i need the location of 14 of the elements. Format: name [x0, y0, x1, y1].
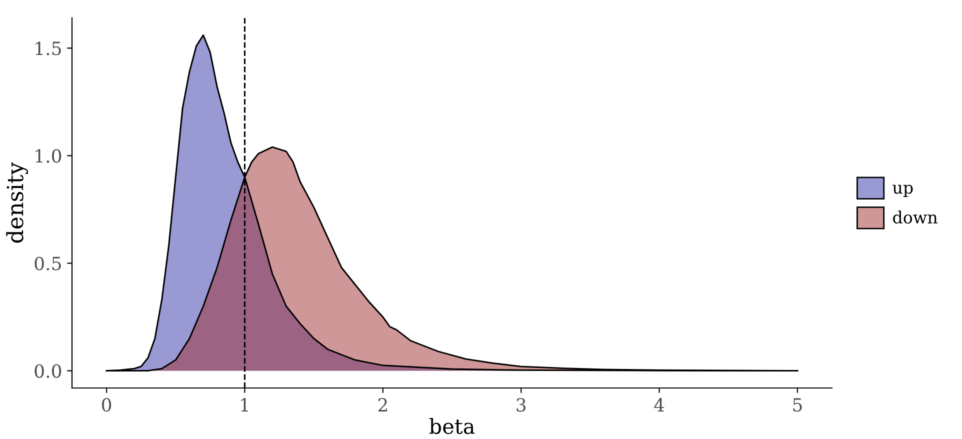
x-tick-label: 5: [793, 398, 802, 412]
legend-label: up: [892, 184, 913, 198]
x-tick-label: 1: [241, 398, 248, 412]
x-tick-label: 2: [378, 398, 387, 412]
x-axis-title: beta: [429, 418, 475, 434]
y-tick-label: 1.5: [36, 42, 61, 56]
x-tick-label: 4: [654, 398, 664, 412]
x-tick-label: 0: [102, 398, 112, 412]
y-axis-title: density: [6, 162, 28, 243]
legend-label: down: [893, 210, 938, 224]
y-tick-label: 0.0: [34, 364, 62, 378]
x-tick-label: 3: [516, 398, 526, 412]
y-tick-label: 1.0: [36, 149, 62, 163]
y-tick-label: 0.5: [34, 256, 61, 270]
